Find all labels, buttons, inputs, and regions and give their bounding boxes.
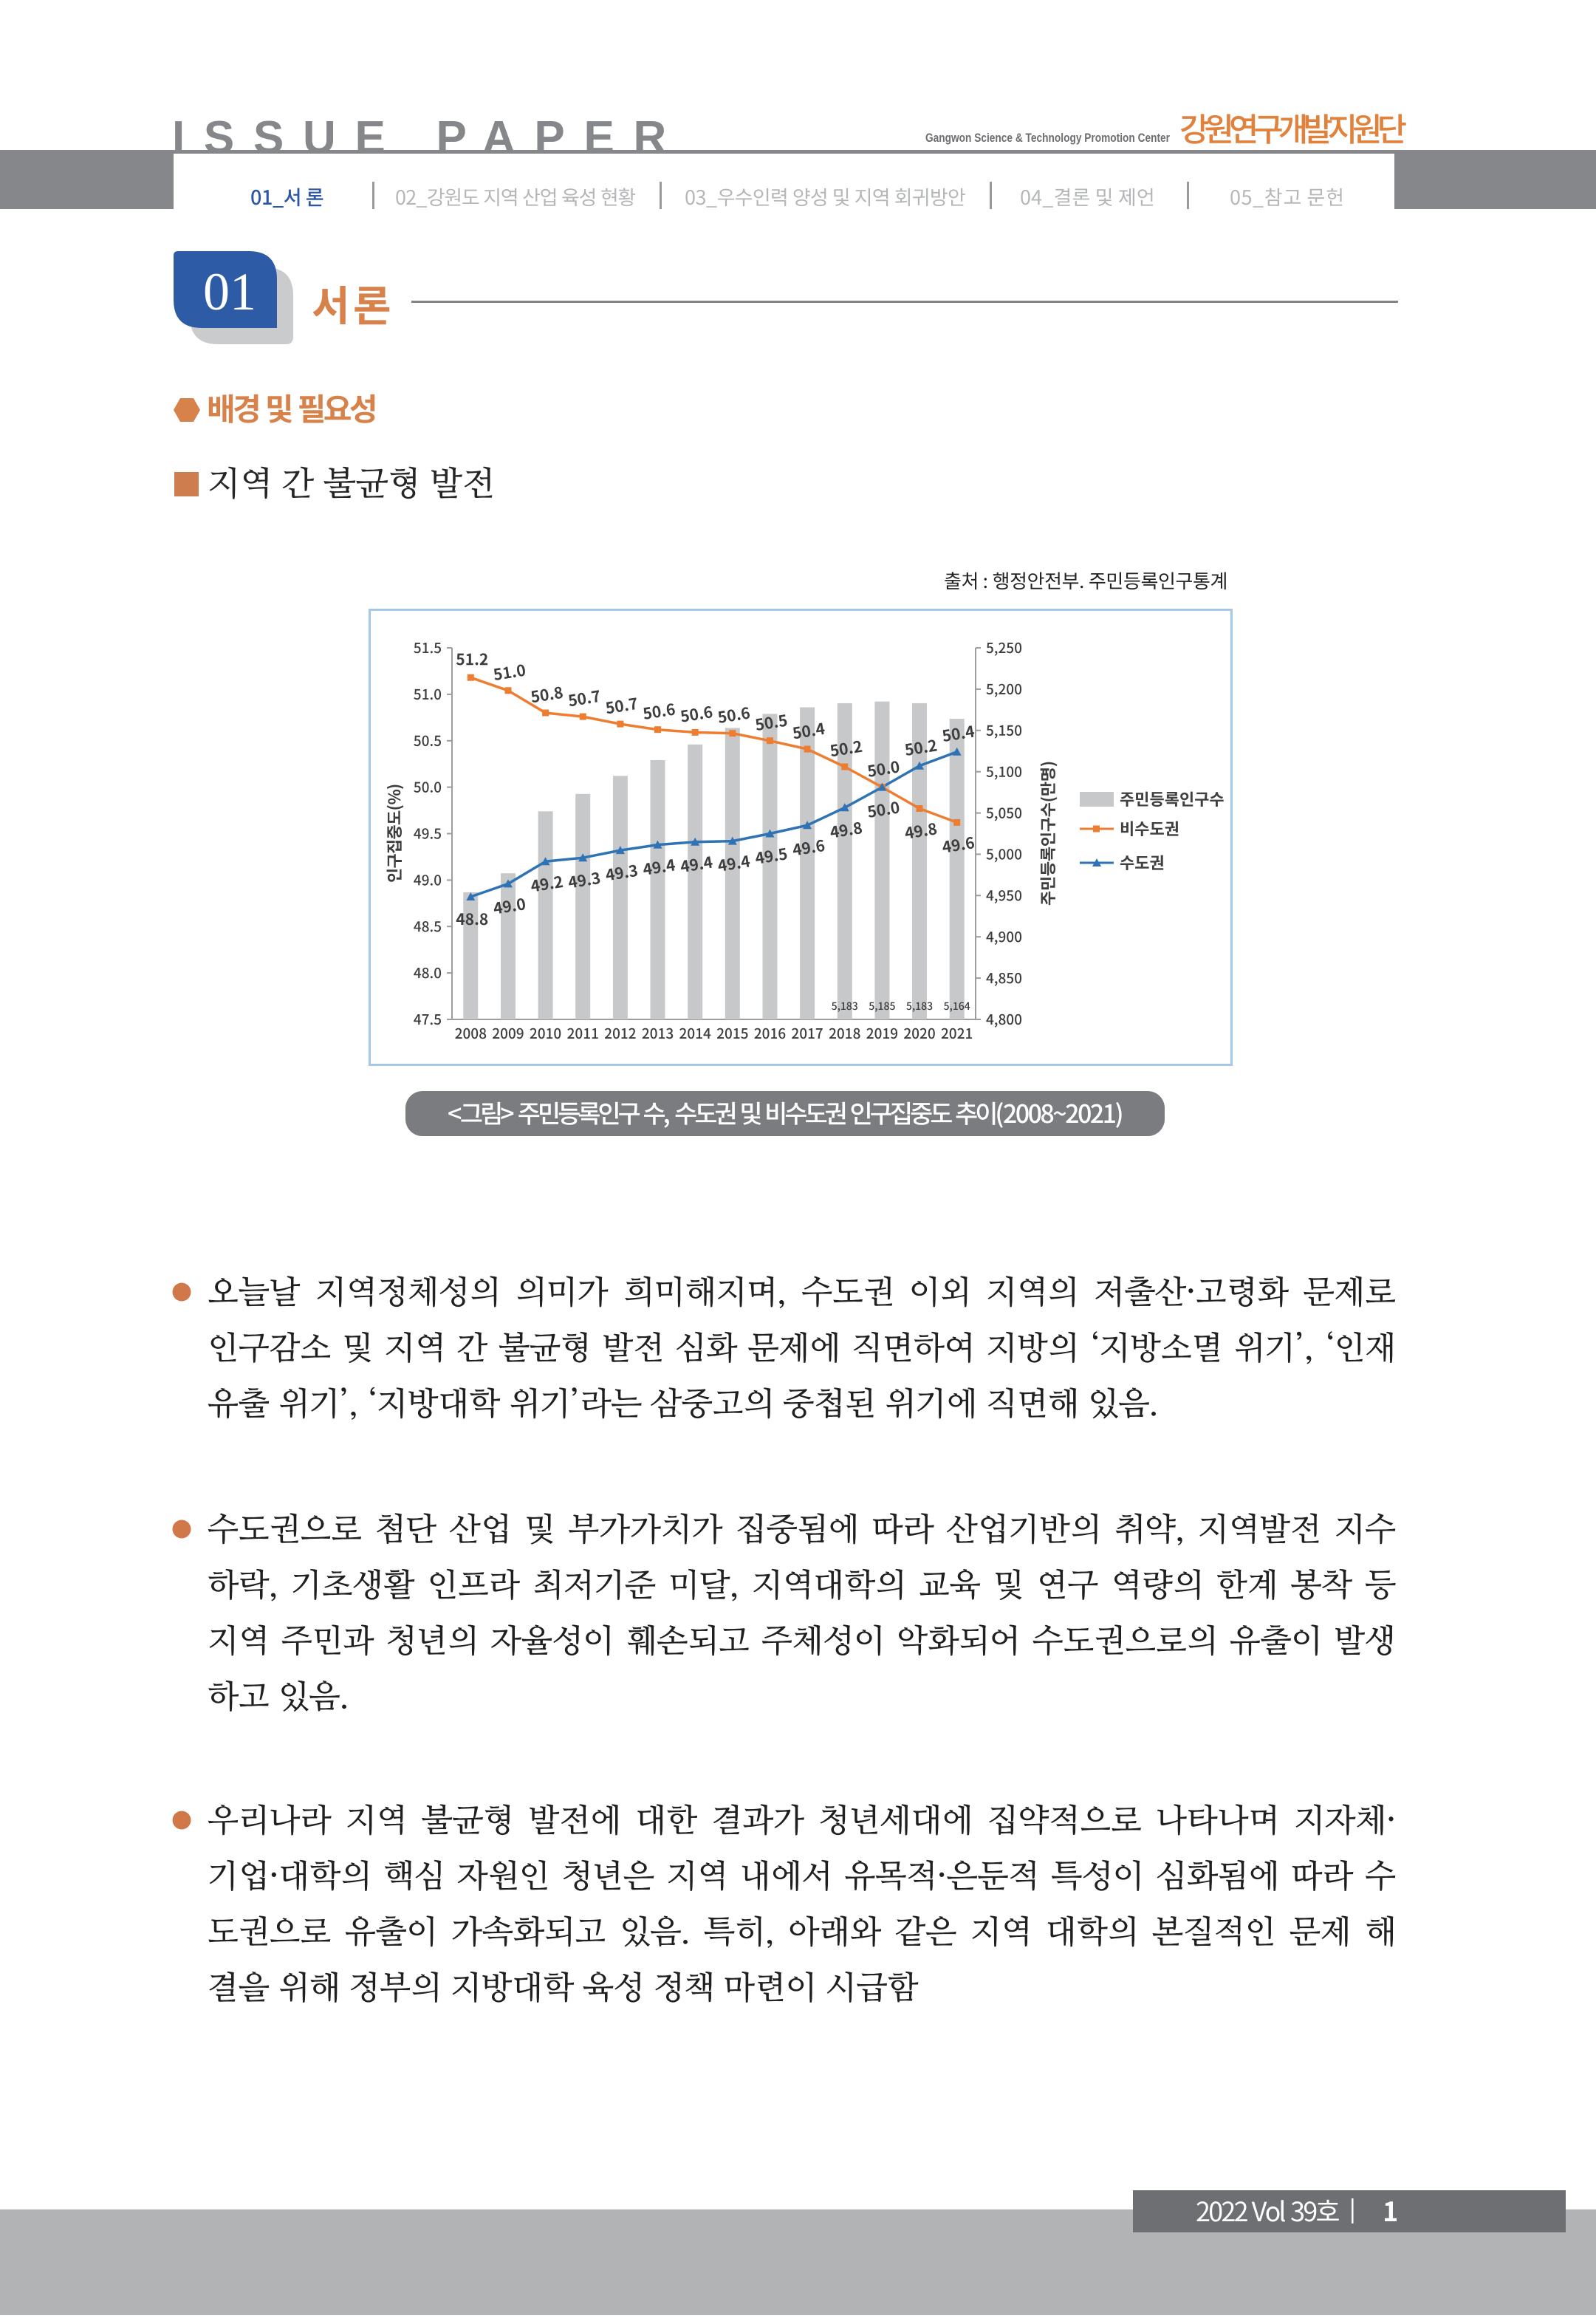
- svg-text:ISSUE PAPER: ISSUE PAPER: [172, 112, 685, 163]
- svg-text:Gangwon Science & Technology P: Gangwon Science & Technology Promotion C…: [925, 131, 1170, 145]
- svg-text:01: 01: [203, 262, 256, 321]
